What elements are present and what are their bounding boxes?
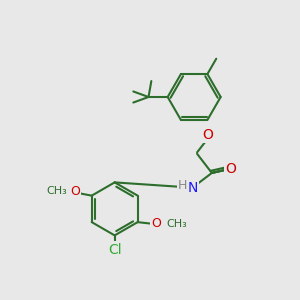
Text: CH₃: CH₃ <box>46 186 67 196</box>
Text: O: O <box>202 128 213 142</box>
Text: N: N <box>188 181 198 195</box>
Text: H: H <box>178 179 187 192</box>
Text: Cl: Cl <box>108 242 122 256</box>
Text: O: O <box>226 161 236 176</box>
Text: CH₃: CH₃ <box>166 219 187 229</box>
Text: O: O <box>151 217 161 230</box>
Text: O: O <box>70 185 80 198</box>
